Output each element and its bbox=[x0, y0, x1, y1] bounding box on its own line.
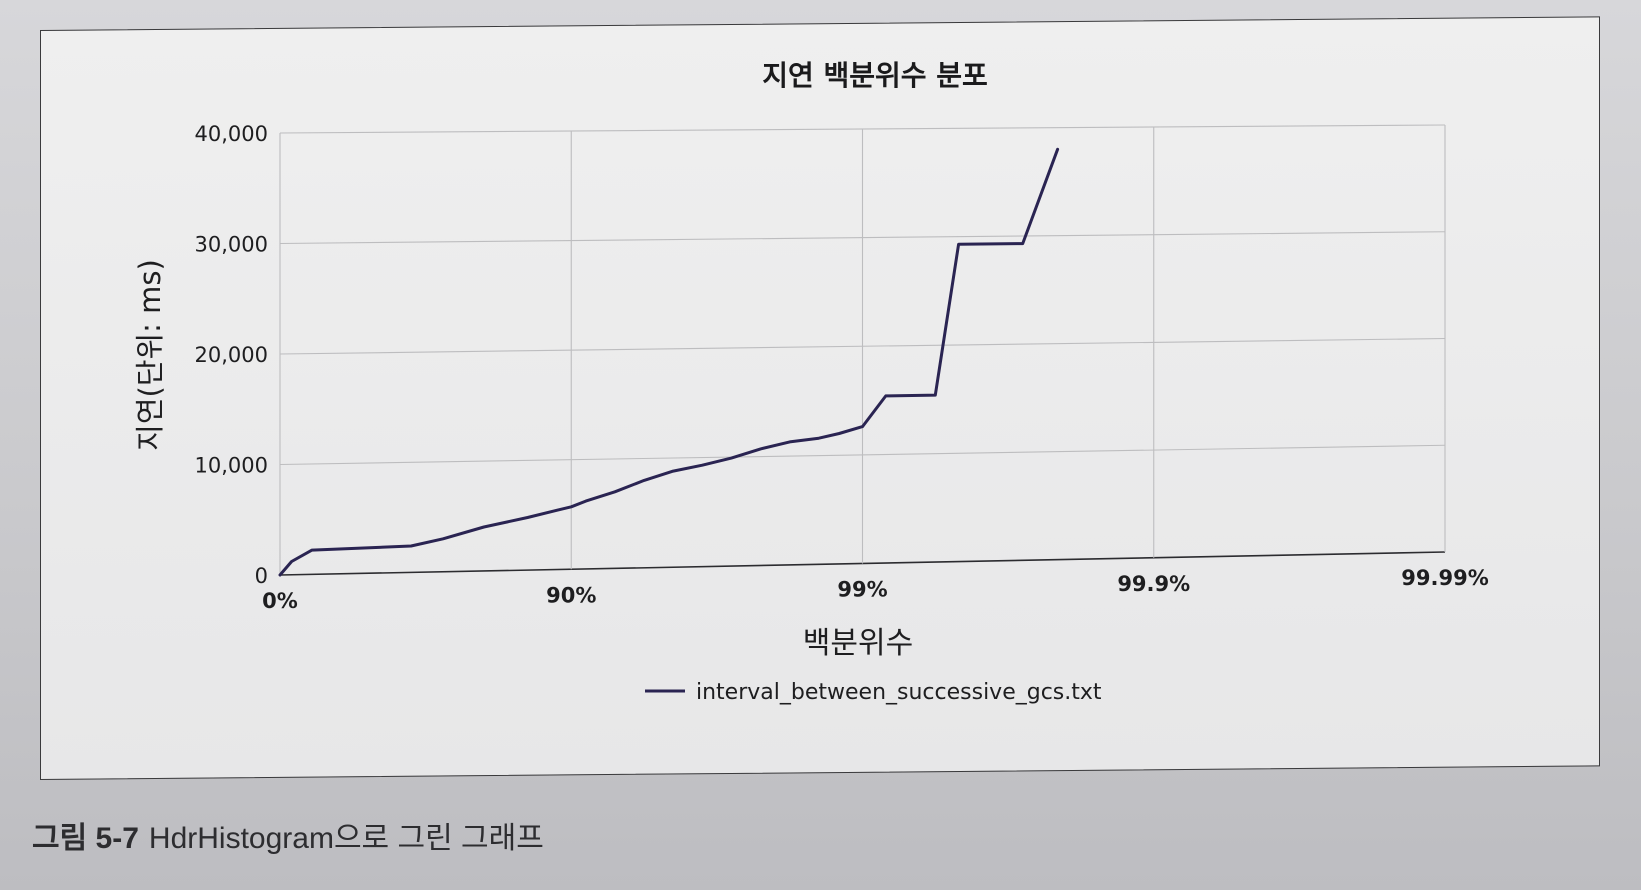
figure-caption: 그림 5-7 HdrHistogram으로 그린 그래프 bbox=[32, 813, 544, 857]
y-tick-label: 30,000 bbox=[195, 233, 268, 257]
series-line bbox=[278, 147, 1060, 577]
x-tick-label: 99.99% bbox=[1401, 566, 1488, 590]
x-tick-label: 99% bbox=[837, 578, 887, 602]
y-tick-label: 40,000 bbox=[195, 122, 268, 146]
figure-caption-text: HdrHistogram으로 그린 그래프 bbox=[148, 822, 544, 855]
legend-label: interval_between_successive_gcs.txt bbox=[696, 680, 1102, 705]
chart-title: 지연 백분위수 분포 bbox=[762, 59, 988, 92]
y-tick-labels: 0 10,000 20,000 30,000 40,000 bbox=[195, 122, 268, 588]
y-tick-label: 10,000 bbox=[195, 454, 268, 478]
figure-label: 그림 5-7 bbox=[32, 822, 139, 855]
y-tick-label: 20,000 bbox=[195, 343, 268, 367]
grid bbox=[279, 124, 1446, 576]
x-tick-label: 90% bbox=[546, 583, 596, 607]
x-tick-label: 0% bbox=[262, 589, 298, 613]
x-axis-label: 백분위수 bbox=[803, 626, 913, 661]
y-axis-label: 지연(단위: ms) bbox=[133, 259, 167, 451]
x-tick-label: 99.9% bbox=[1117, 572, 1190, 596]
x-tick-labels: 0% 90% 99% 99.9% 99.99% bbox=[262, 566, 1489, 613]
y-tick-label: 0 bbox=[255, 564, 268, 588]
